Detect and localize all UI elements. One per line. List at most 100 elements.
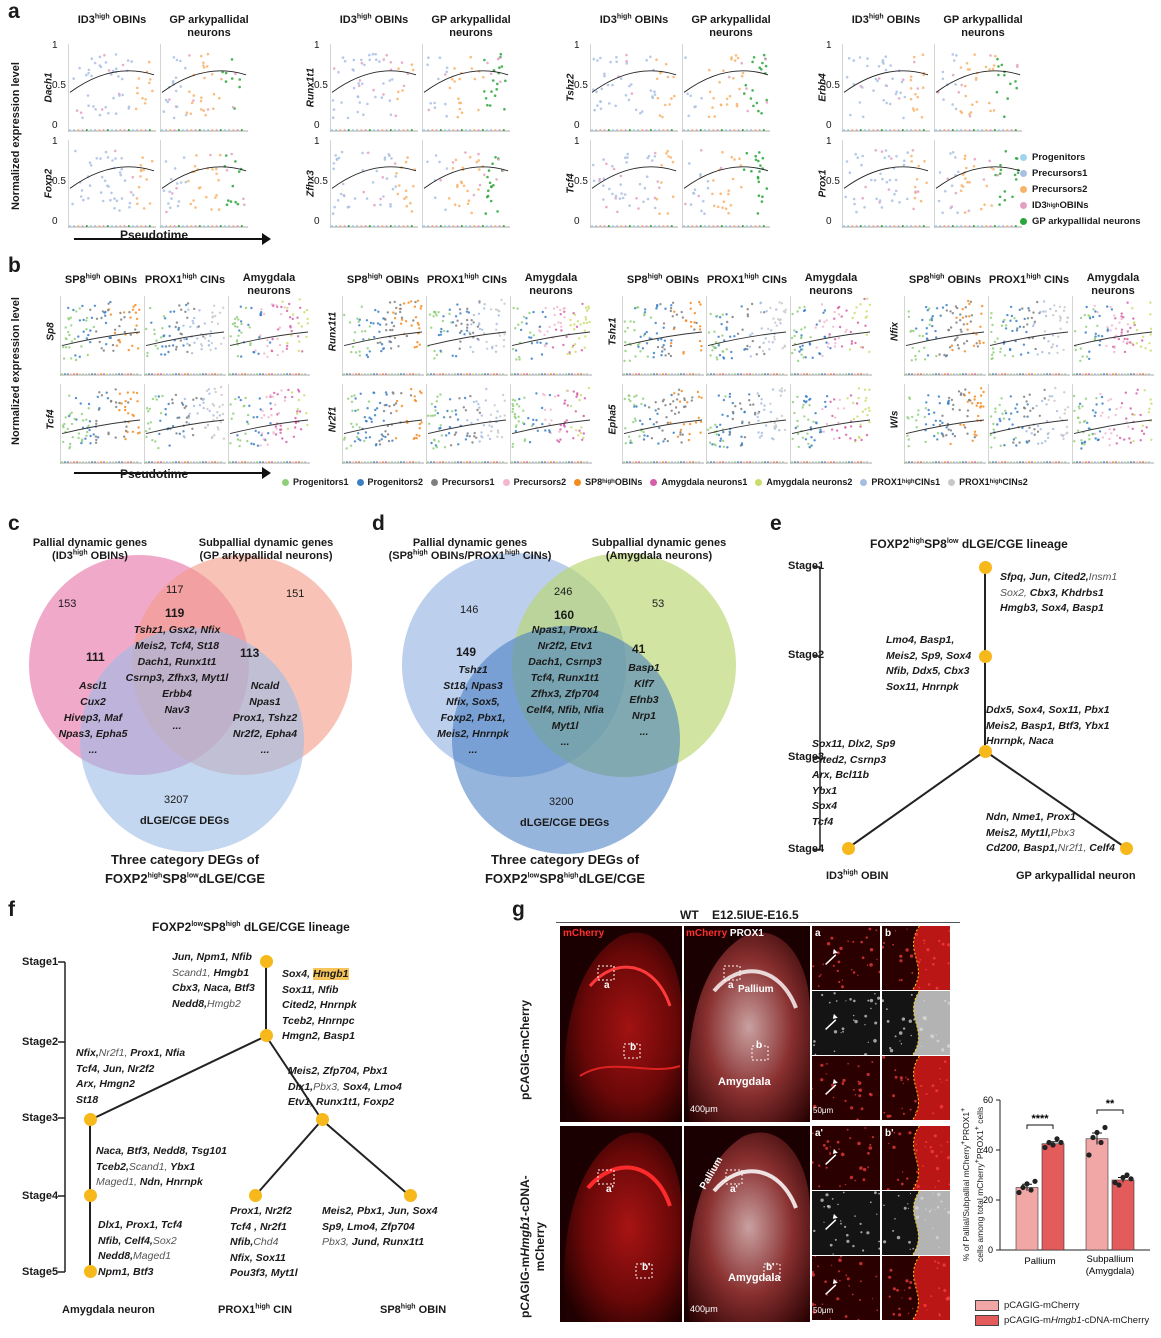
data-point: [1050, 1142, 1056, 1148]
gene-line: Meis2, Basp1, Btf3, Ybx1: [986, 719, 1110, 732]
panel-a-subplot: [842, 140, 930, 228]
venn-gene-line: Hivep3, Maf: [63, 712, 123, 724]
tree-f-genes-stage2-left: Nfix,Nr2f1, Prox1, Nfia Tcf4, Jun, Nr2f2 A…: [76, 1046, 185, 1108]
panel-b-gene-label: Wls: [889, 410, 901, 429]
scale-bar-400-row1: 400μm: [690, 1104, 718, 1114]
venn-gene-line: Npas3, Epha5: [58, 728, 128, 740]
panel-b-subplot: [622, 296, 704, 376]
inset-image: [812, 991, 880, 1055]
panel-b-header: PROX1high CINs: [706, 273, 788, 286]
tree-f-genes-stage3-left: Naca, Btf3, Nedd8, Tsg101 Tceb2,Scand1, Y…: [96, 1144, 227, 1191]
scale-bar-50-row2: 50μm: [813, 1306, 834, 1315]
gene-line: Npm1, Btf3: [98, 1265, 154, 1278]
panel-b-subplot: [426, 296, 508, 376]
gene-line: Ndn, Nme1, Prox1: [986, 811, 1076, 823]
gene-line: Scand1, Hmgb1: [172, 966, 250, 979]
gene-line: Meis2, Zfp704, Pbx1: [288, 1065, 388, 1077]
tree-f-node-stage3-right: [316, 1113, 329, 1126]
bar-chart-ytick-label: 20: [983, 1195, 993, 1205]
venn-gene-line: Myt1l: [551, 720, 579, 732]
bar: [1041, 1143, 1065, 1251]
tree-f-genes-stage1-right: Sox4, Hmgb1 Sox11, Nfib Cited2, Hnrnpk Tceb…: [282, 967, 357, 1045]
tree-f-genes-stage2-right: Meis2, Zfp704, Pbx1 Dlx1,Pbx3, Sox4, Lmo4…: [288, 1064, 402, 1111]
panel-label-a: a: [8, 0, 20, 23]
legend-swatch-control: [975, 1300, 999, 1311]
panel-a-tick: 1: [52, 40, 58, 51]
panel-a-tick: 0.5: [574, 80, 588, 91]
panel-a-tick: 0.5: [826, 176, 840, 187]
panel-a-header-right: GP arkypallidal neurons: [431, 14, 511, 39]
data-point: [1098, 1139, 1104, 1146]
venn-d-title-right: Subpallial dynamic genes (Amygdala neuron…: [591, 537, 727, 562]
venn-d-title-left: Pallial dynamic genes (SP8high OBINs/PROX…: [388, 537, 552, 562]
significance-label: **: [1106, 1098, 1115, 1110]
panel-a-tick: 1: [826, 136, 832, 147]
panel-a-subplot: [682, 140, 770, 228]
image-row1-channel-label: mCherry: [563, 928, 605, 939]
tree-e-stage3: Stage3: [788, 751, 825, 763]
panel-b-header: Amygdala neurons: [524, 272, 578, 297]
pseudotime-arrowhead-icon: [262, 233, 271, 245]
gene-line: Pbx3, Jund, Runx1t1: [322, 1236, 425, 1248]
inset-image: [882, 1191, 950, 1255]
tree-e-leaf-right: GP arkypallidal neuron: [1016, 870, 1136, 882]
venn-d-bottom-label: dLGE/CGE DEGs: [520, 817, 610, 829]
tree-e-node-right: [1120, 842, 1133, 855]
tree-e-stage4: Stage4: [788, 843, 825, 855]
venn-d-center-genes: Npas1, Prox1 Nr2f2, Etv1 Dach1, Csrnp3 Tcf4…: [500, 622, 630, 750]
venn-c-footer: Three category DEGs of FOXP2highSP8lowdLG…: [104, 852, 266, 886]
tree-f-genes-stage4-left: Dlx1, Prox1, Tcf4 Nfib, Celf4,Sox2 Nedd8,M…: [98, 1218, 182, 1280]
legend-dot: [1020, 170, 1027, 177]
gene-line: Nfib, Celf4,Sox2: [98, 1234, 177, 1247]
gene-line: Tceb2, Hnrnpc: [282, 1014, 355, 1027]
gene-line: Lmo4, Basp1,: [886, 634, 955, 646]
tree-e-node-left: [842, 842, 855, 855]
data-point: [1046, 1139, 1052, 1146]
gene-line: Nedd8,Maged1: [98, 1250, 171, 1262]
venn-gene-line: ...: [560, 736, 570, 748]
legend-item: PROX1 high CINs1: [860, 475, 940, 489]
legend-dot: [431, 478, 439, 486]
gene-line: Ybx1: [812, 784, 838, 797]
panel-a-subplot: [160, 140, 248, 228]
gene-line: Meis2, Sp9, Sox4: [886, 649, 972, 662]
panel-a-subplot: [842, 44, 930, 132]
legend-item: Precursors2: [502, 475, 566, 489]
venn-gene-line: St18, Npas3: [443, 680, 503, 692]
panel-a-subplot: [68, 44, 156, 132]
panel-b-subplot: [706, 384, 788, 464]
legend-dot: [1020, 186, 1027, 193]
tree-f-node-stage3-left: [84, 1113, 97, 1126]
significance-bracket: [1026, 1124, 1054, 1129]
panel-b-subplot: [1072, 384, 1154, 464]
panel-a-tick: 0: [574, 120, 580, 131]
legend-dot: [282, 478, 289, 486]
gene-line: Sfpq, Jun, Cited2,Insm1: [1000, 571, 1118, 583]
amygdala-label-row2: Amygdala: [728, 1272, 781, 1284]
image-row1-merge-label: mCherry PROX1: [686, 928, 764, 939]
bar-chart-ytick-label: 40: [983, 1145, 993, 1155]
gene-line: Nedd8,Hmgb2: [172, 997, 241, 1010]
data-point: [1116, 1182, 1122, 1188]
panel-b-subplot: [60, 296, 142, 376]
tree-e-stage1: Stage1: [788, 560, 825, 572]
tree-e-node-stage1: [979, 561, 992, 574]
legend-item: ID3 high OBINs: [1020, 200, 1089, 211]
venn-gene-line: ...: [88, 744, 98, 756]
inset-col-b-prime-label: b': [885, 1128, 894, 1139]
inset-image: [882, 1056, 950, 1120]
venn-c-count-top: 117: [166, 584, 184, 596]
gene-line: Etv1, Runx1t1, Foxp2: [288, 1096, 395, 1108]
panel-g-title-rule: [556, 922, 960, 923]
data-point: [1016, 1189, 1022, 1196]
venn-c-count-bottom: 3207: [164, 794, 189, 806]
data-point: [1028, 1187, 1034, 1193]
venn-gene-line: Meis2, Hnrnpk: [437, 728, 509, 740]
panel-b-header: SP8high OBINs: [346, 273, 420, 286]
venn-gene-line: Ncald: [250, 680, 280, 692]
significance-label: ****: [1031, 1113, 1049, 1125]
scale-bar-50-row1: 50μm: [813, 1106, 834, 1115]
highlighted-gene: Hmgb1: [312, 968, 349, 980]
panel-b-gene-label: Epha5: [607, 404, 619, 435]
